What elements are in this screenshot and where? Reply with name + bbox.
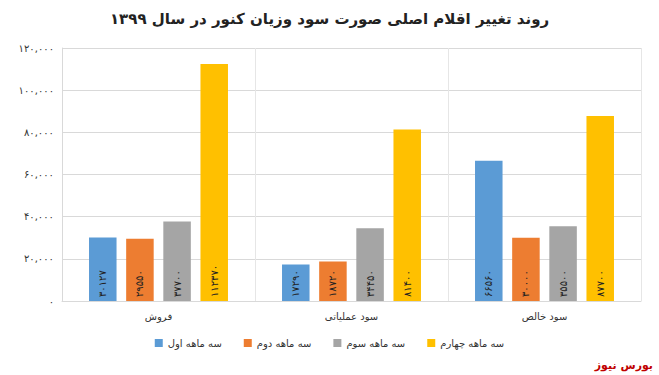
svg-text:۰: ۰	[49, 296, 54, 307]
svg-text:سه ماهه چهارم: سه ماهه چهارم	[440, 338, 504, 350]
svg-text:۳۵۵۰۰: ۳۵۵۰۰	[558, 270, 569, 297]
svg-text:۳۰۱۲۷: ۳۰۱۲۷	[97, 270, 108, 297]
svg-text:سود خالص: سود خالص	[522, 311, 568, 322]
svg-text:بورس نیوز: بورس نیوز	[594, 359, 653, 372]
svg-text:۳۴۴۵۰: ۳۴۴۵۰	[365, 270, 376, 297]
svg-text:۸۱۴۰۰: ۸۱۴۰۰	[402, 270, 413, 297]
svg-text:۲۰,۰۰۰: ۲۰,۰۰۰	[24, 253, 54, 264]
svg-text:۱۸۷۲۰: ۱۸۷۲۰	[327, 270, 338, 297]
svg-text:سه ماهه سوم: سه ماهه سوم	[346, 338, 405, 349]
svg-text:روند تغییر اقلام اصلی صورت سود: روند تغییر اقلام اصلی صورت سود وزیان کنو…	[110, 10, 549, 28]
svg-text:۶۰,۰۰۰: ۶۰,۰۰۰	[24, 169, 54, 180]
svg-text:سه ماهه اول: سه ماهه اول	[168, 338, 222, 350]
svg-text:فروش: فروش	[145, 311, 173, 323]
svg-text:۸۰,۰۰۰: ۸۰,۰۰۰	[24, 127, 54, 138]
svg-text:۲۹۵۵۰: ۲۹۵۵۰	[134, 270, 145, 297]
svg-text:۴۰,۰۰۰: ۴۰,۰۰۰	[24, 211, 54, 222]
svg-text:سه ماهه دوم: سه ماهه دوم	[257, 338, 312, 350]
svg-text:۱۲۰,۰۰۰: ۱۲۰,۰۰۰	[19, 43, 54, 54]
svg-text:سود عملیاتی: سود عملیاتی	[325, 311, 378, 322]
svg-text:۸۷۷۰۰: ۸۷۷۰۰	[595, 270, 606, 297]
svg-text:۱۷۲۹۰: ۱۷۲۹۰	[290, 270, 301, 297]
svg-text:۱۰۰,۰۰۰: ۱۰۰,۰۰۰	[19, 85, 54, 96]
svg-text:۳۰۰۰۰: ۳۰۰۰۰	[520, 270, 531, 297]
svg-text:۶۶۵۶۰: ۶۶۵۶۰	[483, 270, 494, 297]
svg-text:۳۷۷۰۰: ۳۷۷۰۰	[172, 270, 183, 297]
svg-text:۱۱۲۳۷۰: ۱۱۲۳۷۰	[209, 265, 220, 297]
